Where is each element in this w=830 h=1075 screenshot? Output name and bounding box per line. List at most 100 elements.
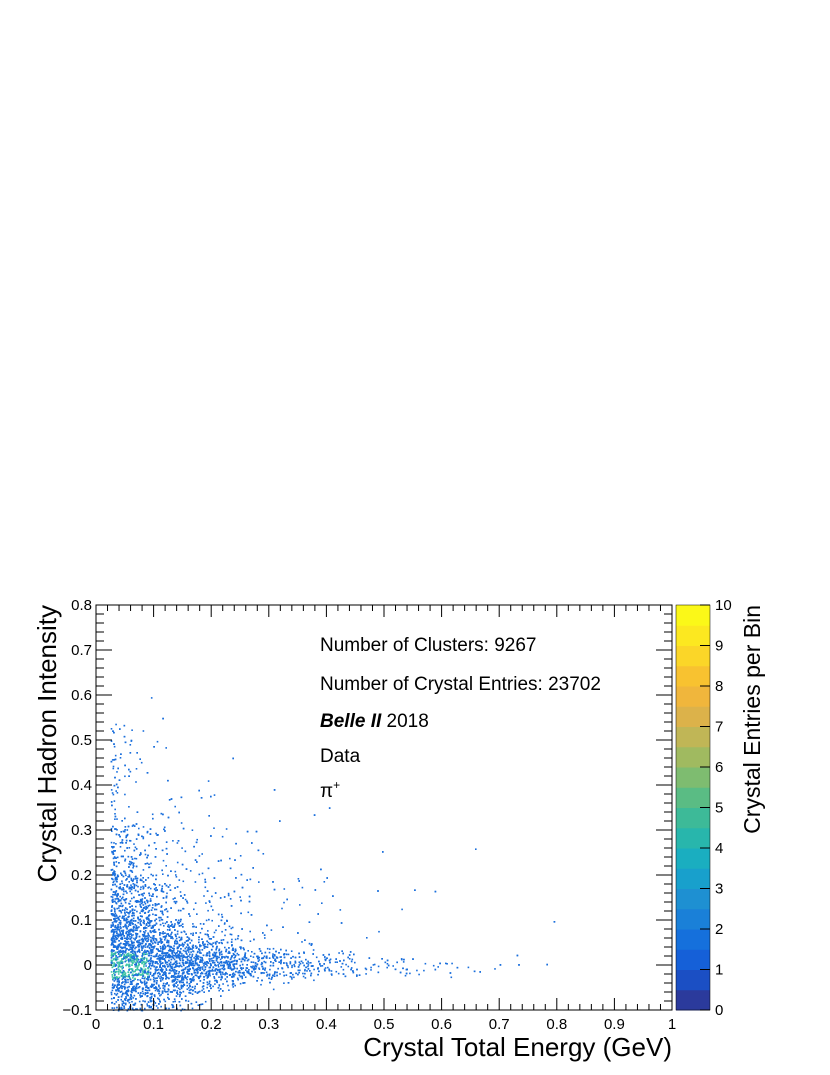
- data-point: [174, 870, 177, 873]
- data-point: [370, 969, 372, 971]
- data-point: [294, 960, 297, 963]
- data-point: [114, 754, 117, 757]
- data-point: [152, 904, 154, 906]
- data-point: [128, 943, 131, 946]
- data-point: [125, 996, 127, 998]
- data-point: [120, 855, 123, 858]
- data-point: [135, 958, 137, 961]
- data-point: [164, 937, 167, 939]
- data-point: [252, 867, 254, 869]
- data-point: [162, 984, 164, 987]
- data-point: [192, 944, 194, 947]
- data-point: [134, 900, 137, 903]
- data-point: [283, 953, 285, 956]
- data-point: [328, 969, 331, 972]
- data-point: [131, 912, 134, 915]
- data-point: [167, 944, 170, 947]
- data-point: [129, 924, 132, 926]
- data-point: [177, 965, 179, 968]
- data-point: [114, 945, 116, 947]
- data-point: [129, 928, 131, 931]
- data-point: [130, 955, 133, 957]
- data-point: [156, 903, 158, 906]
- data-point: [254, 971, 256, 973]
- data-point: [218, 949, 220, 952]
- data-point: [181, 975, 183, 977]
- data-point: [234, 967, 236, 970]
- data-point: [192, 947, 195, 949]
- data-point: [139, 903, 141, 906]
- data-point: [133, 886, 136, 888]
- data-point: [124, 764, 126, 767]
- data-point: [144, 962, 147, 965]
- data-point: [158, 971, 160, 974]
- data-point: [327, 966, 329, 969]
- data-point: [467, 966, 470, 969]
- data-point: [205, 919, 208, 922]
- data-point: [197, 971, 199, 973]
- data-point: [152, 942, 154, 945]
- data-point: [499, 964, 502, 966]
- data-point: [166, 929, 169, 931]
- data-point: [172, 954, 174, 957]
- data-point: [132, 997, 135, 999]
- data-point: [184, 966, 187, 969]
- data-point: [171, 936, 173, 938]
- data-point: [173, 966, 176, 969]
- data-point: [174, 941, 176, 943]
- data-point: [183, 971, 185, 973]
- data-point: [145, 935, 147, 937]
- data-point: [135, 932, 137, 935]
- data-point: [147, 917, 150, 920]
- data-point: [113, 861, 115, 864]
- data-point: [111, 942, 113, 945]
- data-point: [223, 896, 226, 898]
- data-point: [202, 944, 205, 946]
- data-point: [132, 912, 134, 914]
- data-point: [130, 892, 133, 895]
- data-point: [203, 978, 205, 981]
- data-point: [137, 983, 139, 985]
- data-point: [392, 965, 394, 967]
- data-point: [167, 989, 170, 991]
- data-point: [321, 902, 323, 904]
- data-point: [118, 976, 121, 979]
- data-point: [191, 993, 194, 995]
- data-point: [137, 942, 140, 944]
- data-point: [230, 927, 233, 930]
- data-point: [184, 941, 186, 944]
- data-point: [412, 958, 414, 960]
- data-point: [116, 938, 119, 940]
- data-point: [199, 952, 201, 954]
- data-point: [146, 862, 149, 865]
- data-point: [180, 1009, 182, 1012]
- data-point: [143, 922, 145, 925]
- data-point: [137, 944, 139, 947]
- data-point: [175, 874, 177, 876]
- data-point: [174, 955, 176, 957]
- data-point: [155, 982, 158, 985]
- data-point: [237, 935, 240, 937]
- data-point: [116, 792, 119, 794]
- data-point: [409, 972, 411, 975]
- data-point: [126, 892, 128, 894]
- data-point: [181, 1008, 184, 1010]
- data-point: [227, 894, 230, 897]
- data-point: [172, 957, 175, 959]
- data-point: [182, 977, 185, 979]
- data-point: [111, 1002, 113, 1004]
- data-point: [113, 972, 115, 974]
- data-point: [141, 954, 144, 956]
- data-point: [135, 865, 138, 868]
- data-point: [233, 965, 235, 968]
- data-point: [115, 976, 118, 978]
- data-point: [223, 965, 225, 967]
- data-point: [158, 958, 160, 960]
- data-point: [173, 973, 176, 975]
- data-point: [174, 978, 177, 981]
- data-point: [141, 945, 143, 948]
- data-point: [116, 958, 119, 961]
- data-point: [298, 964, 301, 966]
- data-point: [170, 925, 173, 927]
- data-point: [133, 944, 135, 947]
